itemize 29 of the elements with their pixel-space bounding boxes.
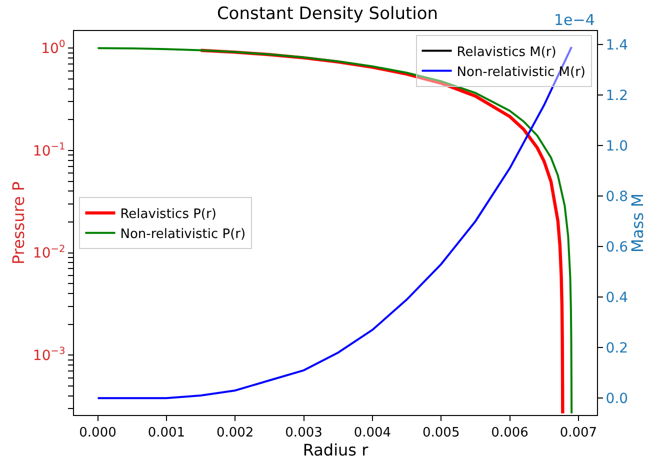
y-tick-label: 10$^{−1}$ — [32, 141, 66, 160]
y2-axis-title: Mass M — [628, 193, 648, 253]
x-axis-title: Radius r — [302, 440, 369, 460]
y-axis-title: Pressure P — [8, 181, 28, 265]
x-tick-label: 0.002 — [216, 426, 254, 441]
y2-tick-label: 1.0 — [606, 138, 628, 154]
y-tick-label: 10$^{−3}$ — [32, 346, 66, 364]
y2-tick-label: 0.2 — [606, 340, 628, 356]
y2-tick-label: 1.4 — [606, 37, 628, 54]
chart-title: Constant Density Solution — [216, 4, 438, 24]
y2-tick-label: 0.0 — [606, 390, 628, 407]
x-tick-label: 0.005 — [422, 426, 460, 441]
legend-label: Non-relativistic P(r) — [120, 226, 246, 242]
x-tick-label: 0.001 — [148, 426, 186, 441]
legend-label: Relavistics M(r) — [456, 44, 556, 60]
legend-label: Non-relativistic M(r) — [456, 64, 586, 80]
y2-tick-label: 0.4 — [606, 290, 628, 306]
x-tick-label: 0.004 — [354, 426, 392, 441]
y-tick-label: 10$^{−2}$ — [32, 244, 66, 262]
x-tick-label: 0.003 — [285, 426, 322, 441]
x-tick-label: 0.000 — [79, 426, 116, 441]
y-tick-label: 10$^{0}$ — [41, 39, 66, 58]
y2-tick-label: 0.8 — [606, 188, 628, 205]
text: 1e−4 — [554, 11, 595, 29]
x-tick-label: 0.006 — [491, 426, 528, 441]
x-tick-label: 0.007 — [560, 426, 598, 441]
y2-tick-label: 0.6 — [606, 239, 628, 256]
y2-tick-label: 1.2 — [606, 88, 628, 104]
legend-label: Relavistics P(r) — [120, 207, 216, 222]
